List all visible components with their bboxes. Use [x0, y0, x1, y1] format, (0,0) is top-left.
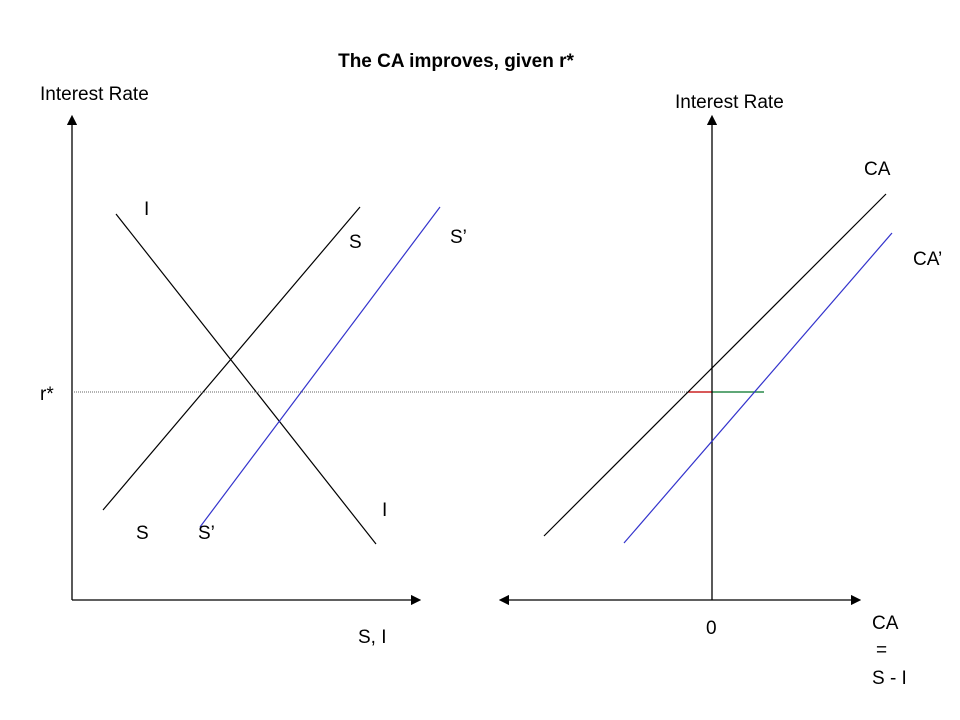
ca-label: CA — [864, 159, 891, 180]
investment-label-top: I — [144, 199, 149, 220]
left-panel: Interest Rate S, I r* I I S S S’ S’ — [40, 84, 467, 648]
saving-shifted-label-bottom: S’ — [198, 523, 215, 544]
ca-shifted-curve — [623, 232, 893, 544]
saving-shifted-label-top: S’ — [450, 227, 467, 248]
right-x-axis-label-line1: CA — [872, 613, 899, 634]
investment-curve — [115, 213, 377, 545]
diagram-title: The CA improves, given r* — [338, 51, 574, 72]
saving-curve — [102, 206, 361, 511]
ca-curve — [543, 193, 887, 537]
left-y-axis-label: Interest Rate — [40, 84, 149, 105]
right-x-axis-label-line2: = — [876, 640, 887, 661]
origin-label: 0 — [706, 618, 717, 639]
saving-label-bottom: S — [136, 523, 149, 544]
saving-shifted-curve — [199, 206, 441, 528]
ca-shifted-label: CA’ — [913, 249, 942, 270]
saving-label-top: S — [349, 232, 362, 253]
rate-label: r* — [40, 384, 54, 405]
right-x-axis-label-line3: S - I — [872, 668, 907, 689]
right-panel: Interest Rate 0 CA = S - I CA CA’ — [498, 92, 942, 689]
right-y-axis-label: Interest Rate — [675, 92, 784, 113]
left-x-axis-label: S, I — [358, 627, 387, 648]
investment-label-bottom: I — [382, 500, 387, 521]
